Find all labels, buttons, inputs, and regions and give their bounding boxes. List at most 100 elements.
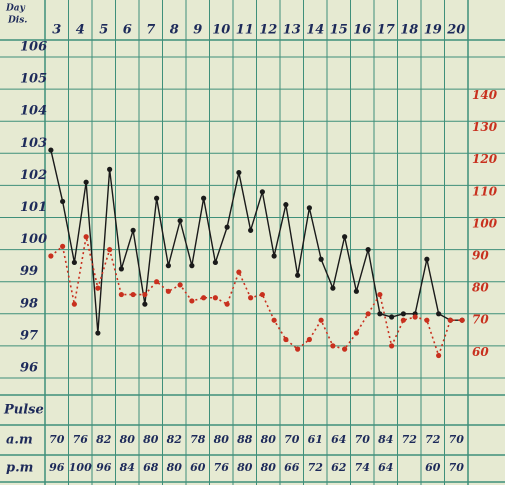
pulse-am: 78 [190,433,206,446]
pulse-am: 80 [120,433,136,446]
x-tick-label: 3 [52,23,61,38]
data-point [189,298,194,303]
x-tick-label: 17 [377,23,395,38]
pulse-pm: 66 [284,461,300,474]
data-point [401,311,406,316]
pulse-am: 88 [237,433,253,446]
x-tick-label: 8 [170,23,179,38]
x-tick-label: 16 [353,23,371,38]
x-tick-label: 9 [193,23,202,38]
data-point [225,302,230,307]
pulse-am: 70 [449,433,465,446]
data-point [107,167,112,172]
data-point [84,180,89,185]
data-point [377,292,382,297]
x-tick-label: 7 [146,23,155,38]
data-point [178,218,183,223]
pulse-am: 70 [49,433,65,446]
data-point [189,263,194,268]
data-point [60,244,65,249]
y2-tick-label: 90 [472,249,489,263]
data-point [424,318,429,323]
x-tick-label: 20 [446,23,465,38]
data-point [295,347,300,352]
pulse-am: 72 [425,433,441,446]
pulse-am: 82 [96,433,112,446]
data-point [389,314,394,319]
y-tick-label: 103 [20,136,47,151]
pulse-am: 76 [73,433,89,446]
data-point [448,318,453,323]
data-point [330,343,335,348]
paper [0,0,505,485]
data-point [48,253,53,258]
x-tick-label: 12 [259,23,277,38]
pulse-am: 80 [143,433,159,446]
data-point [248,295,253,300]
data-point [366,311,371,316]
data-point [60,199,65,204]
pulse-am: 72 [402,433,418,446]
data-point [131,228,136,233]
pulse-pm: 62 [331,461,347,474]
row-label: a.m [6,433,33,448]
data-point [377,311,382,316]
data-point [354,330,359,335]
x-tick-label: 18 [400,23,418,38]
data-point [283,202,288,207]
data-point [330,286,335,291]
y2-tick-label: 120 [472,152,498,166]
x-tick-label: 15 [330,23,348,38]
y-tick-label: 106 [20,40,47,55]
data-point [248,228,253,233]
pulse-pm: 60 [425,461,441,474]
data-point [213,260,218,265]
pulse-pm: 100 [69,461,92,474]
data-point [283,337,288,342]
y-tick-label: 100 [20,232,47,247]
data-point [225,225,230,230]
y-tick-label: 102 [20,168,47,183]
x-tick-label: 11 [236,23,254,38]
data-point [389,343,394,348]
header-label: Day [5,4,26,14]
chart: Day Dis. Pulse a.m p.m 37096476100582966… [0,0,505,485]
pulse-am: 70 [284,433,300,446]
data-point [260,292,265,297]
header-label: Dis. [7,16,27,26]
pulse-pm: 70 [449,461,465,474]
data-point [107,247,112,252]
x-tick-label: 4 [76,23,85,38]
y2-tick-label: 110 [472,184,498,198]
data-point [460,318,465,323]
row-label: p.m [6,461,33,476]
data-point [342,347,347,352]
pulse-pm: 74 [355,461,370,474]
data-point [201,295,206,300]
y2-tick-label: 140 [472,88,498,102]
pulse-am: 84 [378,433,393,446]
data-point [319,257,324,262]
data-point [154,196,159,201]
pulse-pm: 80 [167,461,183,474]
pulse-pm: 68 [143,461,159,474]
pulse-am: 70 [355,433,371,446]
data-point [260,189,265,194]
data-point [319,318,324,323]
data-point [307,337,312,342]
y2-tick-label: 100 [472,216,498,230]
data-point [436,353,441,358]
data-point [178,282,183,287]
data-point [201,196,206,201]
data-point [295,273,300,278]
data-point [95,330,100,335]
data-point [436,311,441,316]
data-point [413,314,418,319]
y2-tick-label: 60 [472,345,489,359]
data-point [48,147,53,152]
row-label: Pulse [3,403,44,418]
data-point [401,318,406,323]
y-tick-label: 96 [20,361,38,376]
data-point [142,292,147,297]
y-tick-label: 98 [20,296,38,311]
